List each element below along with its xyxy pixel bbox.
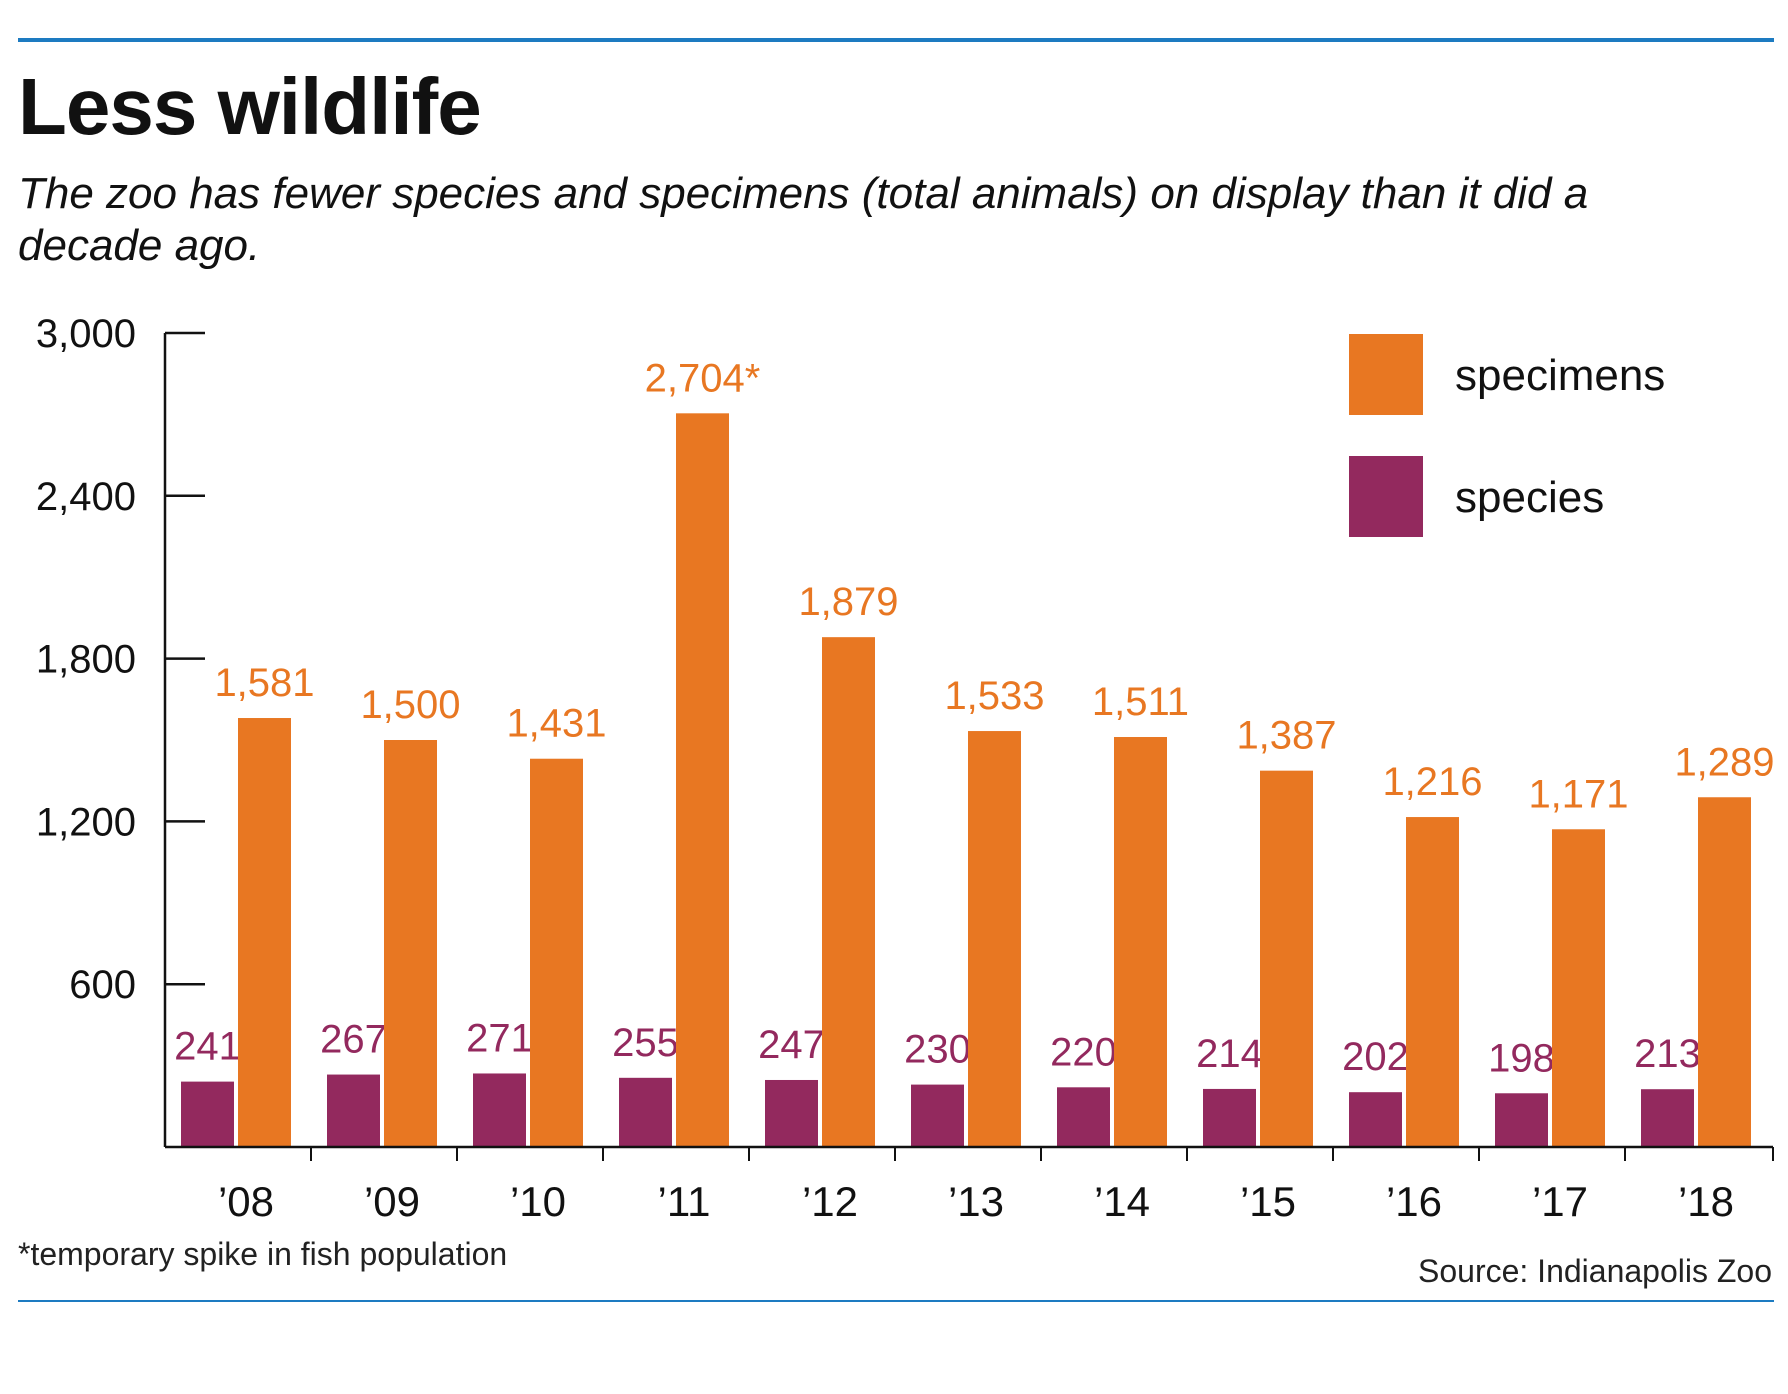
specimens-value-label-4: 1,879 [798,580,898,624]
x-tick-label-6: ’14 [1094,1178,1150,1225]
specimens-value-label-7: 1,387 [1236,714,1336,758]
specimens-value-label-10: 1,289 [1674,740,1774,784]
x-tick-label-0: ’08 [218,1178,274,1225]
specimens-value-label-1: 1,500 [360,683,460,727]
x-tick-label-3: ’11 [658,1178,711,1225]
specimens-bar-8 [1406,817,1459,1147]
source-note: Source: Indianapolis Zoo [1418,1253,1772,1289]
specimens-value-label-3: 2,704* [645,356,761,400]
y-tick-label-3000: 3,000 [36,312,136,356]
species-bar-2 [473,1073,526,1147]
x-tick-label-2: ’10 [510,1178,566,1225]
specimens-value-label-9: 1,171 [1528,772,1628,816]
species-bar-4 [765,1079,818,1147]
specimens-value-label-6: 1,511 [1092,680,1189,724]
specimens-bar-6 [1114,737,1167,1147]
specimens-bar-1 [384,740,437,1147]
legend-swatch-species [1349,456,1423,537]
species-bar-8 [1349,1092,1402,1147]
species-bar-5 [911,1084,964,1147]
legend-swatch-specimens [1349,334,1423,415]
legend-label-specimens: specimens [1455,351,1665,400]
specimens-value-label-0: 1,581 [214,661,314,705]
footnote: *temporary spike in fish population [18,1236,508,1272]
species-value-label-0: 241 [174,1025,241,1069]
specimens-bar-7 [1260,770,1313,1147]
species-value-label-3: 255 [612,1021,679,1065]
chart-title: Less wildlife [18,62,482,151]
x-tick-label-4: ’12 [802,1178,858,1225]
species-bar-10 [1641,1089,1694,1147]
x-tick-label-5: ’13 [948,1178,1004,1225]
specimens-value-label-8: 1,216 [1382,760,1482,804]
species-bar-7 [1203,1088,1256,1147]
specimens-value-label-5: 1,533 [944,674,1044,718]
x-tick-label-10: ’18 [1678,1178,1734,1225]
specimens-bar-5 [968,731,1021,1147]
species-value-label-4: 247 [758,1023,825,1067]
specimens-value-label-2: 1,431 [506,702,606,746]
legend-label-species: species [1455,473,1604,522]
y-tick-label-1200: 1,200 [36,800,136,844]
species-value-label-10: 213 [1634,1032,1701,1076]
species-value-label-7: 214 [1196,1032,1263,1076]
top-rule [18,38,1774,42]
species-bar-1 [327,1074,380,1147]
x-tick-label-8: ’16 [1386,1178,1442,1225]
specimens-bar-2 [530,758,583,1147]
y-tick-label-2400: 2,400 [36,475,136,519]
x-tick-label-7: ’15 [1240,1178,1296,1225]
species-value-label-8: 202 [1342,1035,1409,1079]
species-value-label-5: 230 [904,1028,971,1072]
specimens-bar-3 [676,413,729,1147]
species-value-label-6: 220 [1050,1030,1117,1074]
y-tick-label-1800: 1,800 [36,638,136,682]
x-tick-label-1: ’09 [364,1178,420,1225]
species-value-label-1: 267 [320,1018,387,1062]
species-value-label-2: 271 [466,1016,533,1060]
species-bar-9 [1495,1093,1548,1147]
species-bar-0 [181,1081,234,1147]
chart-subtitle: The zoo has fewer species and specimens … [18,169,1589,270]
specimens-bar-4 [822,637,875,1147]
bottom-rule [18,1300,1774,1302]
species-bar-3 [619,1077,672,1147]
specimens-bar-10 [1698,797,1751,1147]
x-tick-label-9: ’17 [1532,1178,1588,1225]
species-value-label-9: 198 [1488,1036,1555,1080]
specimens-bar-0 [238,718,291,1147]
specimens-bar-9 [1552,829,1605,1147]
species-bar-6 [1057,1087,1110,1147]
y-tick-label-600: 600 [69,963,136,1007]
